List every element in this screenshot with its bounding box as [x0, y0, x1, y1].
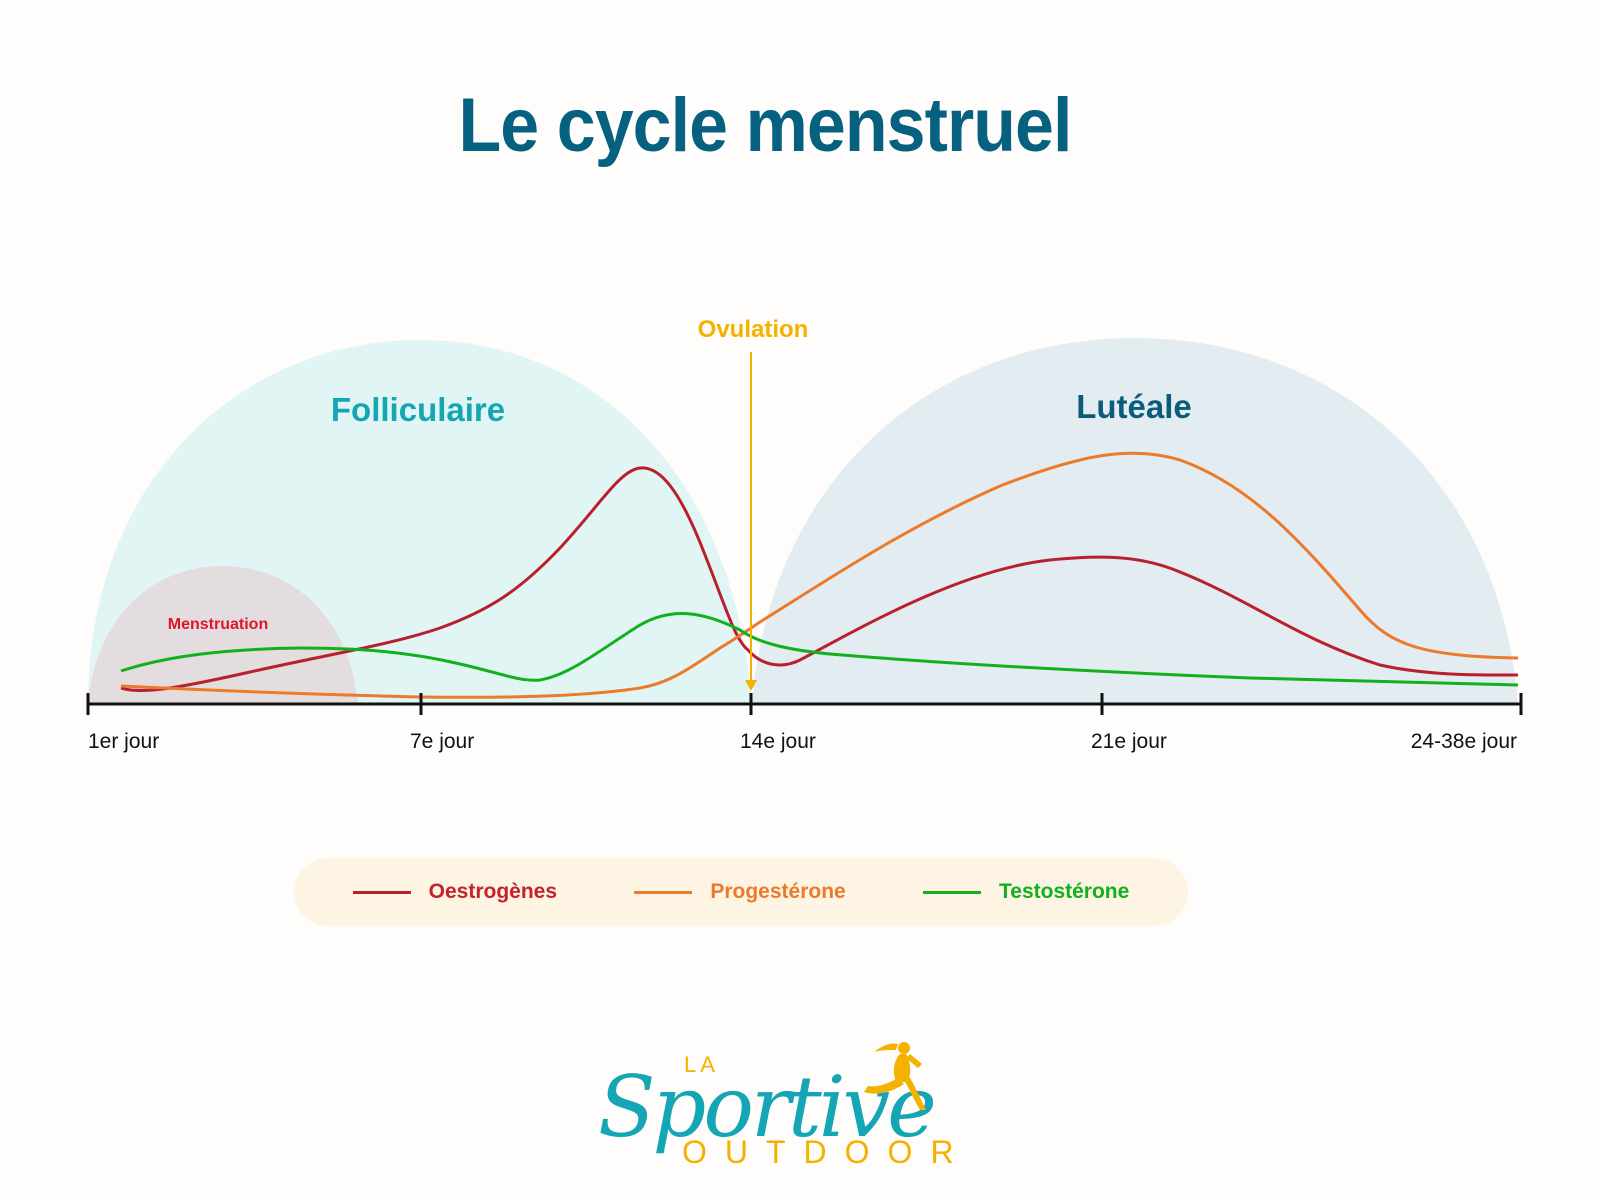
- brand-logo: LA Sportive OUTDOOR: [590, 1030, 954, 1170]
- legend: Oestrogènes Progestérone Testostérone: [294, 858, 1188, 926]
- oestrogenes-line-icon: [352, 890, 411, 894]
- legend-item-testosterone: Testostérone: [923, 880, 1129, 904]
- ovulation-label: Ovulation: [698, 316, 809, 343]
- axis-tick-label: 14e jour: [740, 730, 816, 753]
- menstruation-label: Menstruation: [168, 616, 268, 633]
- ovulation-arrow-icon: [745, 680, 757, 691]
- logo-la-text: LA: [684, 1052, 719, 1077]
- legend-label: Testostérone: [999, 880, 1130, 903]
- testosterone-curve: [120, 612, 1519, 687]
- folliculaire-label: Folliculaire: [331, 391, 505, 428]
- legend-item-progesterone: Progestérone: [634, 880, 846, 904]
- progesterone-line-icon: [634, 890, 693, 894]
- testosterone-line-icon: [923, 890, 981, 894]
- menstruation-dome: [88, 566, 358, 704]
- progesterone-curve: [120, 451, 1519, 699]
- axis-tick-label: 21e jour: [1091, 730, 1167, 753]
- oestrogenes-curve: [120, 466, 1519, 693]
- logo-sportive-text: Sportive: [598, 1058, 937, 1156]
- axis-tick-label: 24-38e jour: [1411, 730, 1517, 753]
- luteale-dome: [752, 338, 1518, 704]
- luteale-label: Lutéale: [1076, 388, 1192, 425]
- axis-tick-label: 7e jour: [410, 730, 474, 753]
- legend-label: Progestérone: [710, 880, 846, 903]
- legend-label: Oestrogènes: [428, 880, 558, 903]
- page-title: Le cycle menstruel: [458, 83, 1072, 168]
- logo-outdoor-text: OUTDOOR: [682, 1134, 972, 1170]
- x-axis-ticks: 1er jour 7e jour 14e jour 21e jour 24-38e jo…: [86, 693, 1523, 753]
- axis-tick-label: 1er jour: [88, 730, 159, 753]
- legend-item-oestrogenes: Oestrogènes: [352, 880, 558, 904]
- runner-icon: [864, 1042, 926, 1110]
